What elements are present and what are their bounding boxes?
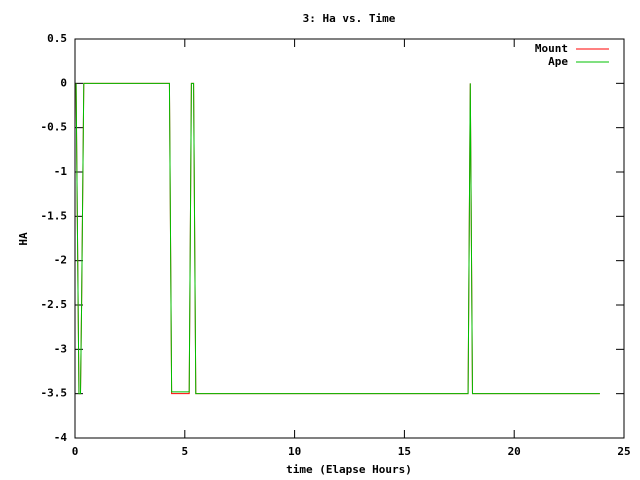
y-tick-label: -2.5: [41, 298, 68, 311]
y-tick-label: -3: [54, 342, 67, 355]
x-tick-label: 15: [398, 445, 411, 458]
y-tick-label: -1: [54, 165, 68, 178]
y-tick-label: -3.5: [41, 387, 68, 400]
x-tick-label: 5: [181, 445, 188, 458]
chart-title: 3: Ha vs. Time: [303, 12, 396, 25]
x-tick-label: 25: [617, 445, 630, 458]
legend-label: Mount: [535, 42, 568, 55]
plot-frame: [74, 38, 625, 439]
x-tick-label: 0: [72, 445, 79, 458]
x-axis-label: time (Elapse Hours): [286, 463, 412, 476]
legend-label: Ape: [548, 55, 568, 68]
y-tick-label: 0: [60, 76, 67, 89]
y-tick-label: -1.5: [41, 209, 68, 222]
y-tick-label: 0.5: [47, 32, 67, 45]
x-tick-label: 20: [508, 445, 521, 458]
x-tick-label: 10: [288, 445, 301, 458]
series-line: [75, 82, 600, 395]
y-tick-label: -4: [54, 431, 68, 444]
y-tick-label: -2: [54, 254, 67, 267]
y-tick-label: -0.5: [41, 121, 68, 134]
y-axis-label: HA: [17, 232, 30, 246]
